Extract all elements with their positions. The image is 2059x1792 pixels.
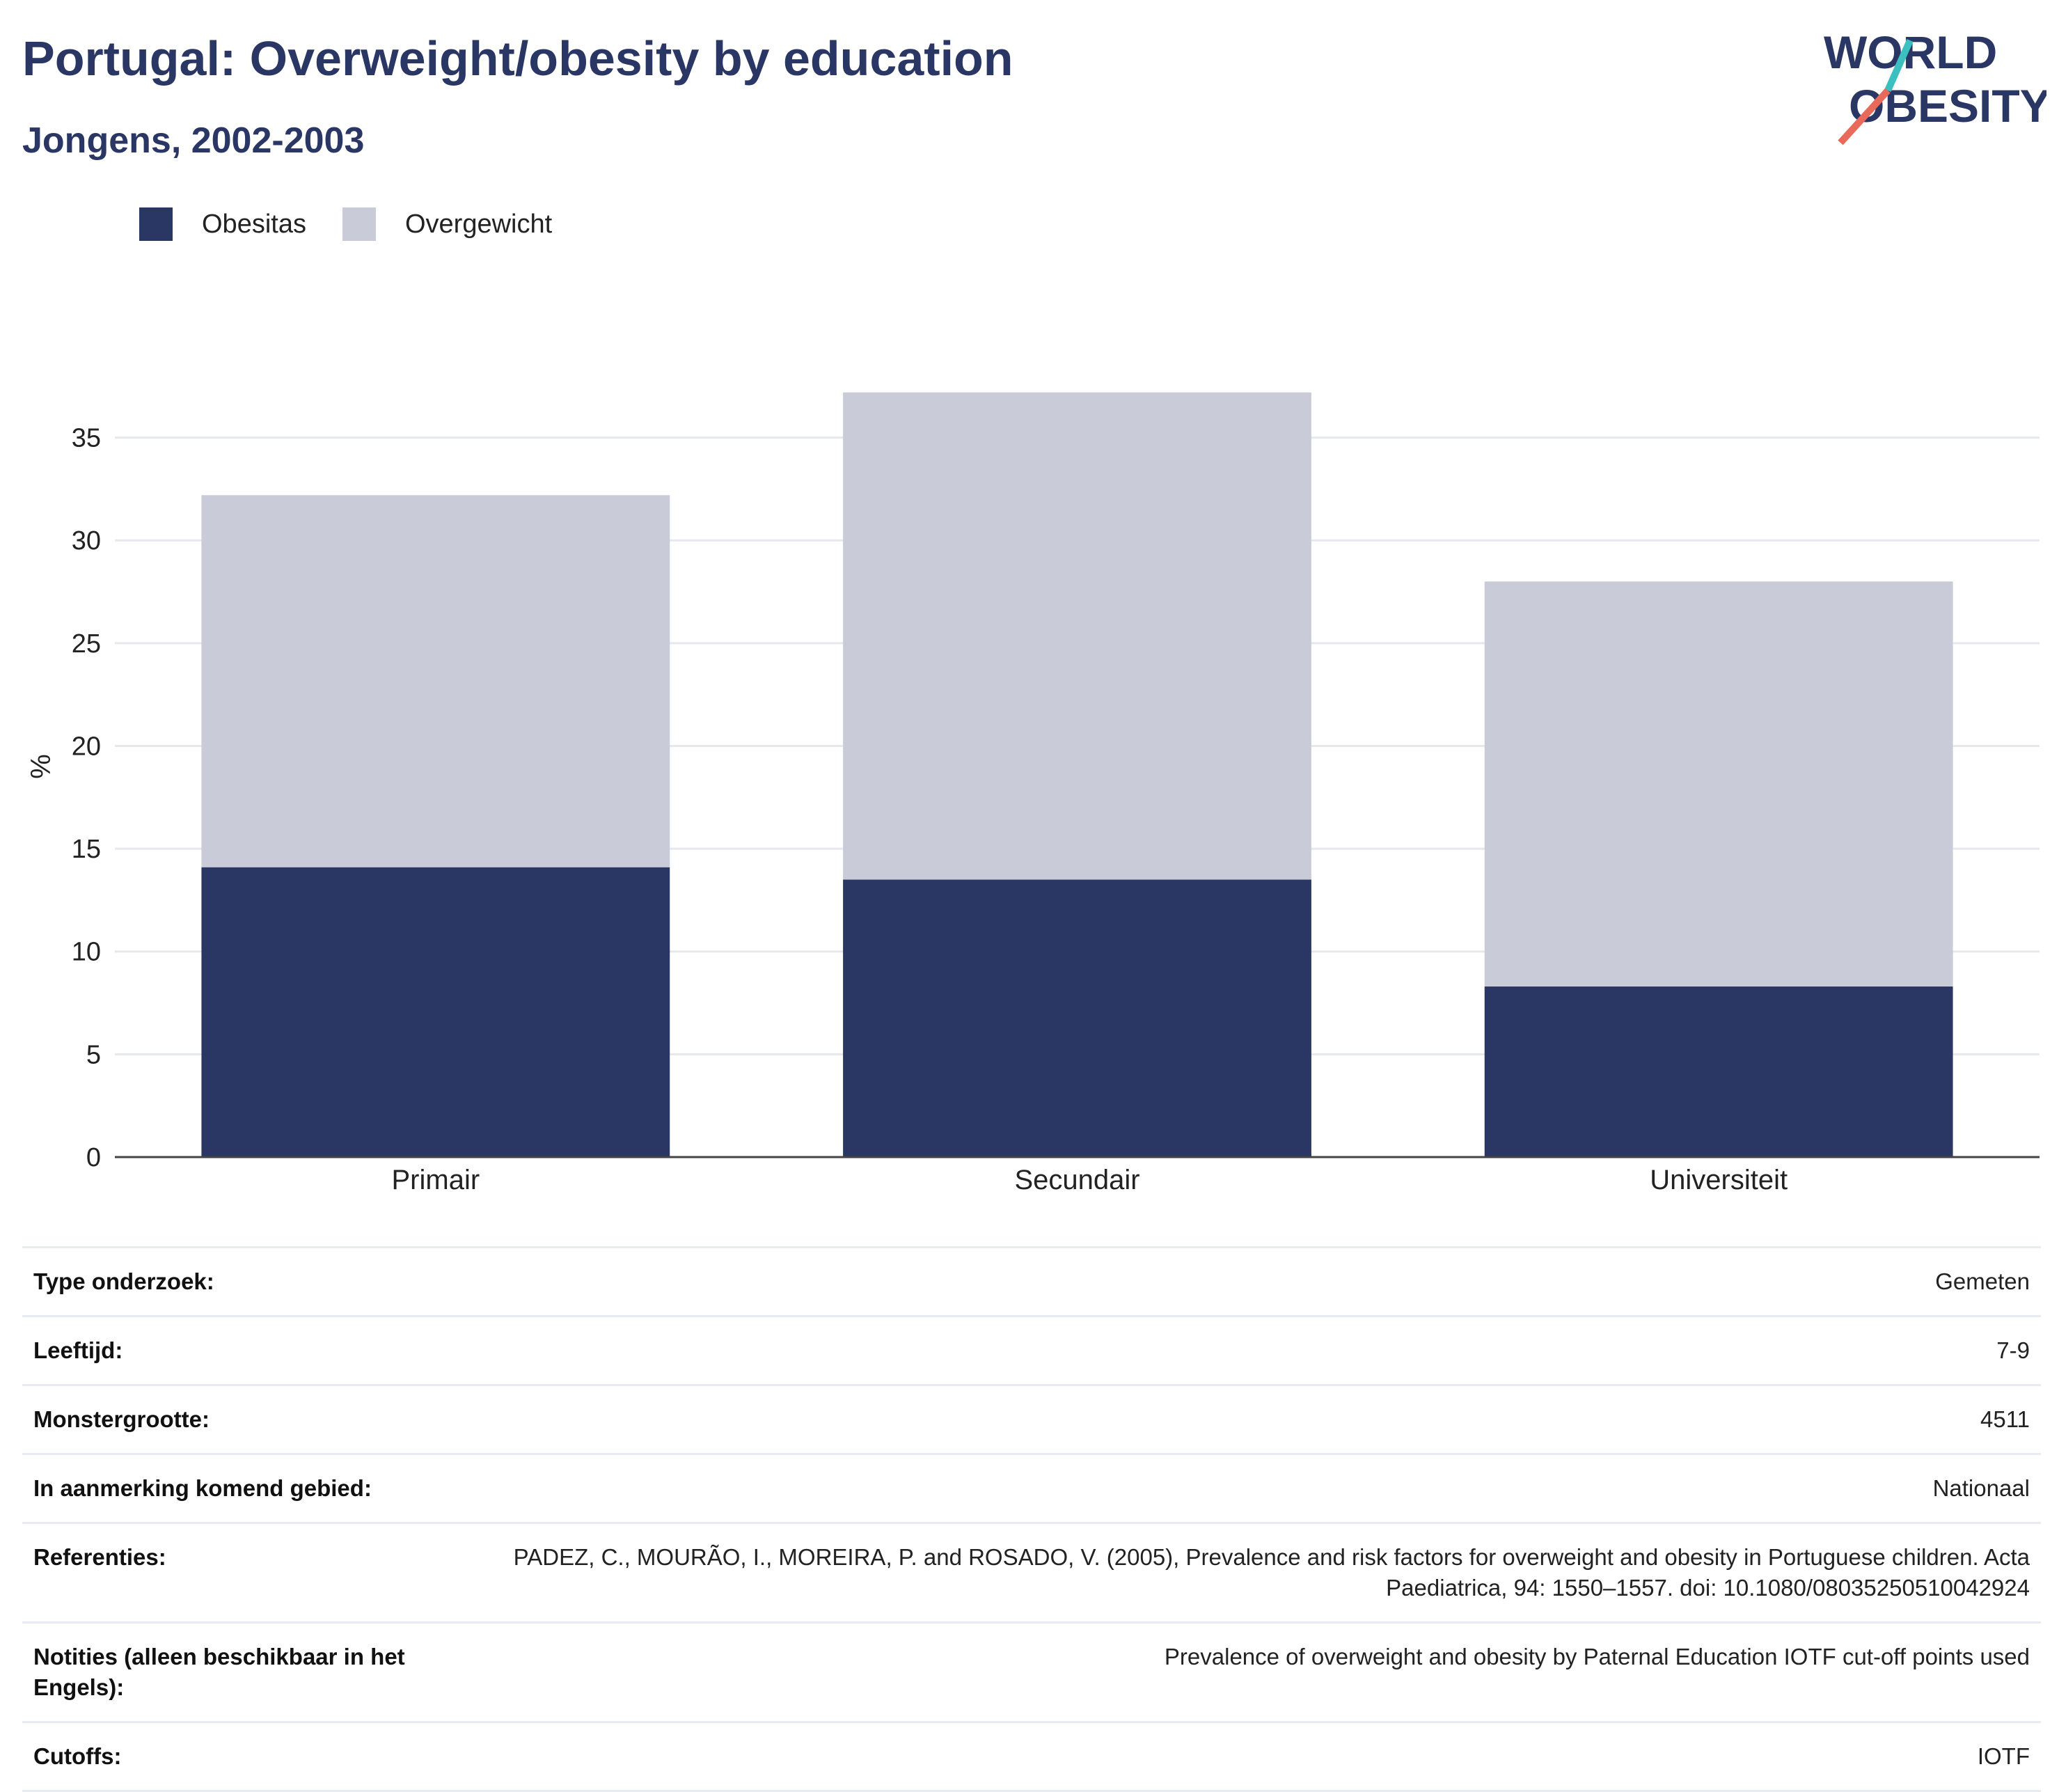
chart-subtitle: Jongens, 2002-2003	[22, 120, 365, 161]
info-row-notes: Notities (alleen beschikbaar in het Enge…	[22, 1621, 2041, 1721]
info-key: Notities (alleen beschikbaar in het Enge…	[33, 1644, 405, 1700]
world-obesity-logo: WORLD OBESITY	[1824, 26, 2046, 146]
info-row-type: Type onderzoek: Gemeten	[22, 1246, 2041, 1315]
info-key: Cutoffs:	[33, 1743, 122, 1769]
y-tick-label: 25	[72, 629, 101, 659]
info-row-references: Referenties: PADEZ, C., MOURÃO, I., MORE…	[22, 1522, 2041, 1621]
info-key: Referenties:	[33, 1544, 166, 1570]
info-value: Nationaal	[1932, 1475, 2030, 1501]
y-tick-label: 0	[86, 1143, 101, 1172]
logo-slash-teal	[1884, 38, 1914, 93]
bar-obesitas-universiteit	[1484, 986, 1953, 1157]
legend-item-obesitas[interactable]: Obesitas	[139, 207, 306, 241]
y-tick-label: 20	[72, 732, 101, 761]
x-tick-label: Universiteit	[1650, 1165, 1788, 1195]
bar-overgewicht-primair	[201, 495, 670, 867]
y-tick-label: 30	[72, 526, 101, 556]
info-key: Monstergrootte:	[33, 1406, 210, 1432]
bar-overgewicht-secundair	[843, 392, 1311, 880]
bar-obesitas-secundair	[843, 879, 1311, 1157]
info-value: IOTF	[1977, 1743, 2030, 1769]
info-value: Prevalence of overweight and obesity by …	[1164, 1644, 2030, 1669]
y-tick-label: 5	[86, 1040, 101, 1069]
logo-line2: OBESITY	[1849, 80, 2046, 132]
logo-line1: WORLD	[1824, 26, 1997, 78]
legend-label-obesitas: Obesitas	[202, 209, 306, 239]
info-value: Gemeten	[1935, 1268, 2030, 1294]
info-table: Type onderzoek: Gemeten Leeftijd: 7-9 Mo…	[22, 1246, 2041, 1792]
info-key: Type onderzoek:	[33, 1268, 214, 1294]
y-axis-label: %	[26, 754, 56, 779]
info-row-area: In aanmerking komend gebied: Nationaal	[22, 1453, 2041, 1522]
y-tick-label: 35	[72, 424, 101, 453]
bar-overgewicht-universiteit	[1484, 581, 1953, 987]
info-row-sample-size: Monstergrootte: 4511	[22, 1384, 2041, 1453]
legend-label-overgewicht: Overgewicht	[404, 209, 553, 239]
legend-item-overgewicht[interactable]: Overgewicht	[342, 207, 552, 241]
legend-swatch-overgewicht	[342, 207, 376, 241]
y-tick-label: 15	[72, 835, 101, 864]
info-key: Leeftijd:	[33, 1337, 123, 1363]
y-tick-label: 10	[72, 938, 101, 967]
legend-swatch-obesitas	[139, 207, 173, 241]
info-value: PADEZ, C., MOURÃO, I., MOREIRA, P. and R…	[513, 1544, 2030, 1601]
stacked-bar-chart: 0 5 10 15 20 25 30 35% Primair Secundair Universit…	[26, 392, 2040, 1195]
x-tick-label: Primair	[391, 1165, 480, 1195]
info-key: In aanmerking komend gebied:	[33, 1475, 372, 1501]
chart-legend: Obesitas Overgewicht	[139, 207, 588, 241]
logo-slash-coral	[1838, 88, 1891, 146]
info-value: 7-9	[1996, 1337, 2030, 1363]
info-row-age: Leeftijd: 7-9	[22, 1315, 2041, 1384]
x-tick-label: Secundair	[1014, 1165, 1139, 1195]
info-value: 4511	[1980, 1406, 2030, 1432]
chart-title: Portugal: Overweight/obesity by educatio…	[22, 31, 1013, 86]
info-row-cutoffs: Cutoffs: IOTF	[22, 1721, 2041, 1792]
bar-obesitas-primair	[201, 867, 670, 1157]
